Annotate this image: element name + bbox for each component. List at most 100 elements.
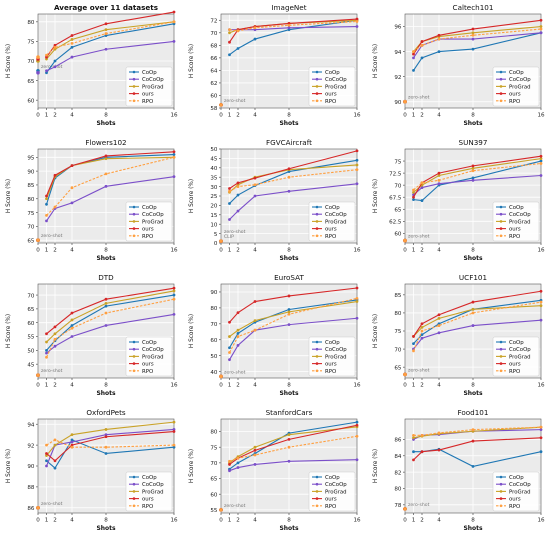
legend-marker (315, 70, 319, 74)
data-point (236, 185, 240, 189)
data-point (172, 286, 176, 290)
data-point (287, 437, 291, 441)
y-axis-label: H Score (%) (373, 44, 379, 78)
legend-label: ProGrad (325, 219, 347, 225)
y-tick-label: 70 (211, 322, 219, 328)
chart-title: Flowers102 (85, 138, 126, 147)
data-point (45, 194, 48, 198)
data-point (236, 311, 240, 315)
data-point (437, 431, 440, 435)
legend-label: CoOp (325, 205, 340, 211)
legend-label: CoOp (509, 205, 524, 211)
x-tick-label: 16 (354, 382, 362, 388)
data-point (70, 443, 74, 447)
data-point (104, 433, 108, 437)
legend-label: CoOp (325, 70, 340, 76)
legend-marker (132, 362, 136, 365)
legend-marker (499, 475, 502, 479)
chart-title: Average over 11 datasets (54, 3, 158, 12)
data-point (287, 26, 291, 30)
data-point (437, 331, 440, 335)
chart-9: OxfordPets 86 88 90 92 94 0 1 2 4 8 16 Shots H Score … (6, 408, 178, 532)
data-point (355, 158, 359, 162)
legend-label: ours (325, 497, 337, 503)
legend-marker (132, 490, 136, 493)
data-point (411, 190, 415, 194)
data-point (104, 452, 108, 455)
data-point (411, 342, 415, 346)
y-tick-label: 66 (211, 56, 219, 62)
data-point (70, 440, 74, 444)
data-point (172, 420, 176, 424)
legend-label: CoOp (142, 340, 157, 346)
legend-label: ProGrad (142, 354, 164, 360)
data-point (253, 37, 257, 41)
y-tick-label: 70 (27, 225, 35, 231)
data-point (411, 450, 415, 454)
data-point (471, 178, 474, 182)
y-axis-label: H Score (%) (6, 179, 12, 213)
data-point (539, 450, 542, 454)
x-tick-label: 0 (403, 247, 407, 253)
zero-shot-annotation: zero-shot (41, 233, 63, 239)
x-tick-label: 4 (437, 247, 441, 253)
data-point (172, 313, 176, 316)
chart-title: EuroSAT (274, 273, 304, 282)
chart-0: Average over 11 datasets 60 65 70 75 80 0 1 2 4 8 1… (6, 3, 178, 127)
data-point (172, 40, 176, 43)
plot-frame (220, 283, 358, 379)
legend-marker (315, 234, 319, 238)
legend-label: CoOp (142, 475, 157, 481)
legend-marker (315, 355, 319, 358)
legend-label: ours (509, 497, 521, 503)
legend-label: ProGrad (142, 489, 164, 495)
data-point (471, 164, 474, 168)
plot-frame (404, 148, 541, 244)
x-tick-label: 8 (288, 112, 292, 118)
data-point (104, 297, 108, 301)
y-tick-label: 70 (394, 183, 402, 189)
data-point (70, 433, 74, 437)
legend-marker (315, 212, 319, 216)
data-point (253, 183, 257, 187)
data-point (53, 466, 57, 470)
data-point (53, 65, 57, 69)
data-point (104, 428, 108, 431)
y-tick-label: 75 (27, 211, 35, 217)
x-tick-label: 8 (104, 517, 108, 523)
data-point (471, 439, 474, 443)
x-tick-label: 2 (53, 112, 57, 118)
legend-label: CoCoOp (509, 347, 531, 353)
x-tick-label: 4 (70, 517, 74, 523)
data-point (420, 336, 423, 340)
data-point (228, 335, 232, 338)
plot-frame (220, 13, 358, 109)
data-point (228, 218, 232, 221)
zero-shot-annotation: zero-shot (408, 234, 430, 240)
legend-label: CoOp (509, 340, 524, 346)
y-tick-label: 75 (394, 159, 402, 165)
data-point (172, 10, 176, 14)
data-point (355, 163, 359, 167)
x-axis-label: Shots (280, 255, 300, 262)
legend-marker (315, 347, 319, 351)
legend-label: CoCoOp (325, 77, 347, 83)
data-point (287, 310, 291, 314)
legend-label: RPO (325, 504, 336, 510)
x-tick-label: 8 (471, 382, 475, 388)
legend-marker (315, 482, 319, 486)
y-tick-label: 30 (211, 185, 219, 191)
data-point (228, 28, 232, 32)
y-tick-label: 65 (394, 207, 402, 213)
x-tick-label: 0 (220, 112, 224, 118)
legend-label: CoOp (142, 70, 157, 76)
data-point (437, 171, 440, 175)
x-tick-label: 1 (45, 247, 49, 253)
y-tick-label: 72 (211, 18, 218, 24)
data-point (355, 168, 359, 172)
x-tick-label: 2 (420, 382, 424, 388)
y-tick-label: 85 (394, 293, 402, 299)
data-point (420, 329, 423, 333)
y-tick-label: 90 (394, 100, 402, 106)
data-point (539, 436, 542, 440)
